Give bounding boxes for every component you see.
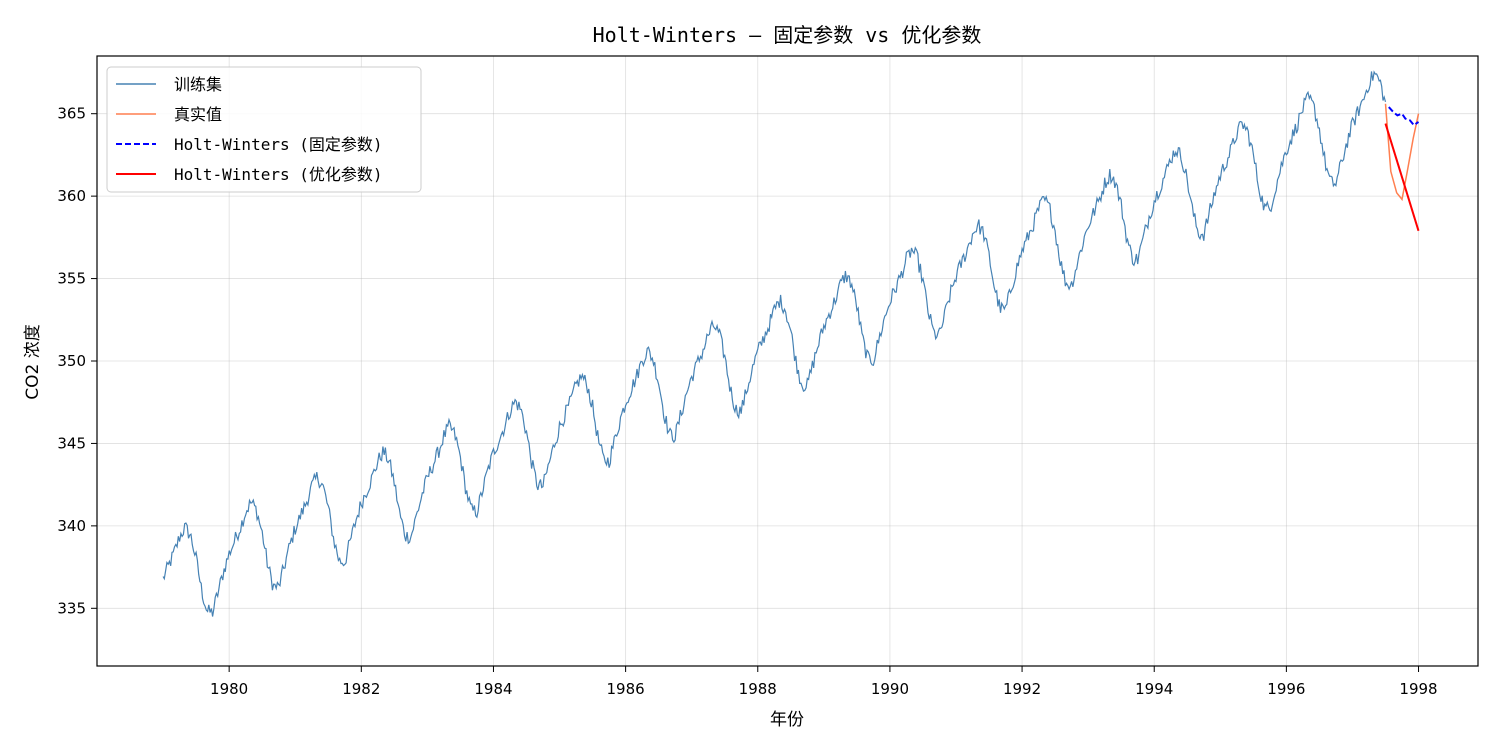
- x-axis-label: 年份: [770, 710, 804, 730]
- x-tick-label: 1990: [871, 680, 909, 698]
- plot-area: 1980 1982 1984 1986 1988 1990 1992 1994 1996 1998…: [57, 55, 1479, 698]
- series-line-hw-optimized: [1384, 123, 1420, 232]
- legend-box: [106, 66, 422, 193]
- plot-frame: [96, 55, 1479, 667]
- y-tick-label: 345: [57, 434, 86, 452]
- legend-label: Holt-Winters (固定参数): [174, 135, 383, 154]
- x-tick-label: 1984: [474, 680, 512, 698]
- y-axis-label: CO2 浓度: [23, 324, 43, 399]
- x-tick-label: 1992: [1003, 680, 1041, 698]
- y-tick-label: 360: [57, 187, 86, 205]
- x-tick-label: 1982: [342, 680, 380, 698]
- y-tick-label: 365: [57, 105, 86, 123]
- series-line-hw-fixed: [1388, 106, 1420, 127]
- x-tick-label: 1996: [1267, 680, 1305, 698]
- x-tick-label: 1998: [1399, 680, 1437, 698]
- series-line-actual: [1384, 103, 1420, 202]
- legend-label: Holt-Winters (优化参数): [174, 165, 383, 184]
- chart-title: Holt-Winters — 固定参数 vs 优化参数: [593, 23, 982, 47]
- legend-label: 真实值: [174, 105, 222, 124]
- y-tick-label: 350: [57, 352, 86, 370]
- y-tick-label: 355: [57, 270, 86, 288]
- x-tick-label: 1980: [210, 680, 248, 698]
- legend-label: 训练集: [174, 75, 222, 94]
- series-line-training: [162, 70, 1387, 617]
- x-tick-label: 1986: [607, 680, 645, 698]
- y-tick-label: 340: [57, 517, 86, 535]
- x-tick-label: 1988: [739, 680, 777, 698]
- y-tick-label: 335: [57, 599, 86, 617]
- x-tick-label: 1994: [1135, 680, 1173, 698]
